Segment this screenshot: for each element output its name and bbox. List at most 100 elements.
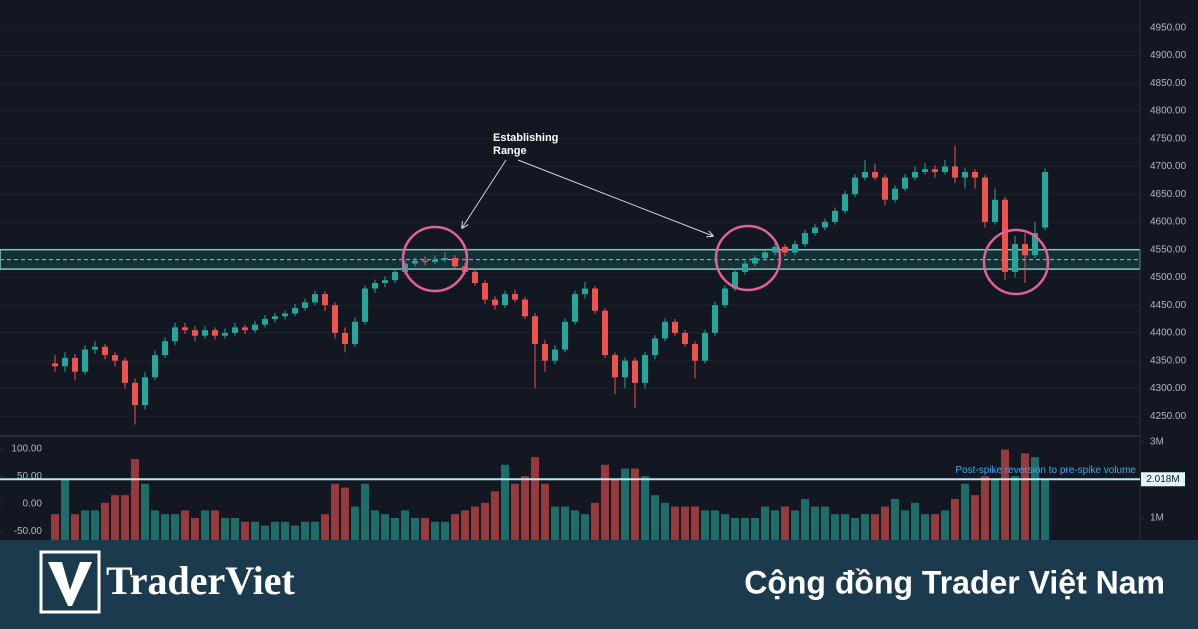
volume-bar xyxy=(491,491,499,540)
volume-bar xyxy=(681,506,689,540)
volume-bar xyxy=(971,495,979,540)
candle-body xyxy=(512,294,518,300)
candle-body xyxy=(992,199,998,222)
highlight-circle xyxy=(401,225,469,293)
candle-body xyxy=(422,260,428,262)
candle-body xyxy=(712,305,718,333)
candle-body xyxy=(62,357,68,367)
volume-bar xyxy=(951,498,959,540)
candle-body xyxy=(352,321,358,345)
candle-body xyxy=(932,169,938,173)
volume-bar xyxy=(151,510,159,540)
candle-body xyxy=(122,360,128,383)
y-tick-label: 4650.00 xyxy=(1150,189,1187,200)
volume-bar xyxy=(821,506,829,540)
volume-bar xyxy=(61,479,69,540)
volume-bar xyxy=(1041,479,1049,540)
logo-mark xyxy=(48,562,92,606)
candle-body xyxy=(822,221,828,228)
volume-bar xyxy=(661,502,669,540)
volume-bar xyxy=(71,514,79,540)
candle-body xyxy=(682,332,688,345)
volume-bar xyxy=(701,510,709,540)
volume-bar xyxy=(571,510,579,540)
volume-bar xyxy=(471,506,479,540)
volume-bar xyxy=(211,510,219,540)
candle-body xyxy=(892,188,898,200)
volume-bar xyxy=(121,495,129,540)
volume-bar xyxy=(781,506,789,540)
volume-bar xyxy=(891,498,899,540)
volume-bar xyxy=(411,517,419,540)
highlight-circle xyxy=(714,224,782,292)
volume-bar xyxy=(621,468,629,540)
volume-bar xyxy=(981,476,989,540)
y-tick-label: 4600.00 xyxy=(1150,217,1187,228)
volume-bar xyxy=(581,514,589,540)
candle-body xyxy=(332,305,338,333)
candle-body xyxy=(272,316,278,320)
candle-body xyxy=(862,172,868,178)
candle-body xyxy=(132,382,138,406)
volume-bar xyxy=(111,495,119,540)
candle-body xyxy=(472,271,478,283)
candle-body xyxy=(202,330,208,336)
y-tick-label: 100.00 xyxy=(11,444,42,455)
annotation-text: Establishing xyxy=(493,132,558,144)
y-tick-label: 4750.00 xyxy=(1150,133,1187,144)
volume-bar xyxy=(721,514,729,540)
volume-bar xyxy=(871,514,879,540)
candle-body xyxy=(702,332,708,361)
volume-bar xyxy=(841,514,849,540)
volume-bar xyxy=(861,514,869,540)
candle-body xyxy=(182,327,188,331)
y-tick-label: 4700.00 xyxy=(1150,161,1187,172)
candle-body xyxy=(882,177,888,200)
candle-body xyxy=(102,346,108,356)
volume-bar xyxy=(441,521,449,540)
range-band-group xyxy=(0,248,1141,270)
candle-body xyxy=(902,177,908,189)
candle-body xyxy=(442,258,448,260)
candle-body xyxy=(172,327,178,342)
candle-body xyxy=(412,260,418,264)
candle-body xyxy=(312,294,318,303)
candle-body xyxy=(1022,244,1028,256)
volume-bar xyxy=(341,487,349,540)
volume-bar xyxy=(851,517,859,540)
volume-bar xyxy=(601,464,609,540)
volume-level-text: Post-spike reversion to pre-spike volume xyxy=(955,465,1136,476)
volume-bar xyxy=(241,521,249,540)
volume-bar xyxy=(401,510,409,540)
volume-bar xyxy=(271,521,279,540)
candle-body xyxy=(912,172,918,178)
candle-body xyxy=(382,280,388,283)
candle-body xyxy=(242,327,248,331)
volume-bar xyxy=(251,521,259,540)
y-tick-label: 4250.00 xyxy=(1150,411,1187,422)
candle-body xyxy=(832,210,838,222)
candle-body xyxy=(292,307,298,314)
candle-body xyxy=(732,271,738,289)
candle-body xyxy=(192,330,198,336)
y-tick-label: 4350.00 xyxy=(1150,355,1187,366)
volume-bar xyxy=(521,476,529,540)
volume-bar xyxy=(1031,457,1039,540)
volume-bar xyxy=(531,457,539,540)
candle-body xyxy=(852,177,858,195)
candle-body xyxy=(502,294,508,306)
volume-bar xyxy=(481,502,489,540)
candle-body xyxy=(92,346,98,350)
volume-bar xyxy=(181,510,189,540)
annotation-text: Range xyxy=(493,145,527,157)
y-tick-label: 3M xyxy=(1150,437,1164,448)
candle-body xyxy=(1042,172,1048,228)
volume-bar xyxy=(941,510,949,540)
candle-body xyxy=(52,363,58,367)
volume-bar xyxy=(911,502,919,540)
y-tick-label: 4550.00 xyxy=(1150,244,1187,255)
volume-bar xyxy=(281,521,289,540)
y-tick-label: 4300.00 xyxy=(1150,383,1187,394)
volume-bar xyxy=(771,510,779,540)
